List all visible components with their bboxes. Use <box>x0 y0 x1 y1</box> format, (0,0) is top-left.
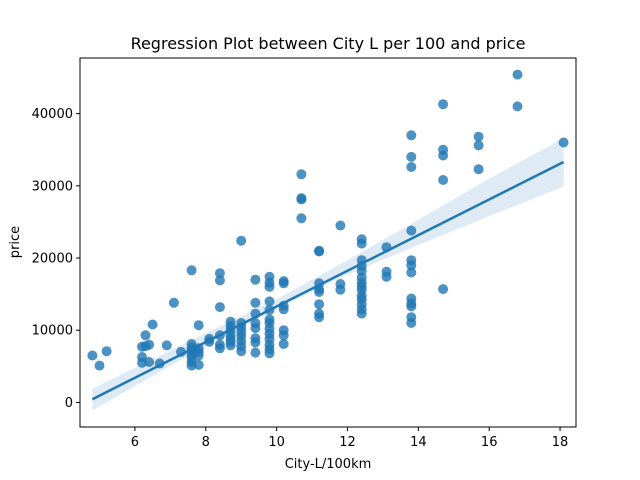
scatter-point <box>314 312 325 323</box>
y-tick-label: 20000 <box>32 252 73 267</box>
scatter-point <box>214 343 225 354</box>
x-tick-label: 14 <box>410 435 427 450</box>
scatter-point <box>236 235 247 246</box>
scatter-point <box>225 340 236 351</box>
scatter-point <box>314 246 325 257</box>
scatter-point <box>147 319 158 330</box>
scatter-point <box>186 265 197 276</box>
scatter-point <box>278 304 289 315</box>
x-tick-label: 18 <box>552 435 569 450</box>
scatter-point <box>335 220 346 231</box>
scatter-point <box>193 359 204 370</box>
scatter-point <box>264 281 275 292</box>
scatter-point <box>473 140 484 151</box>
scatter-point <box>250 274 261 285</box>
scatter-point <box>406 151 417 162</box>
scatter-point <box>193 350 204 361</box>
scatter-point <box>94 360 105 371</box>
scatter-point <box>438 99 449 110</box>
scatter-point <box>168 297 179 308</box>
x-tick-label: 10 <box>268 435 285 450</box>
x-axis-label: City-L/100km <box>285 457 372 472</box>
scatter-point <box>278 330 289 341</box>
y-tick-label: 30000 <box>32 179 73 194</box>
scatter-point <box>250 297 261 308</box>
scatter-point <box>356 308 367 319</box>
scatter-point <box>335 284 346 295</box>
scatter-point <box>406 260 417 271</box>
regression-line-layer <box>91 160 565 401</box>
y-axis-label: price <box>8 226 23 258</box>
x-tick-label: 6 <box>131 435 139 450</box>
scatter-point <box>356 238 367 249</box>
scatter-point <box>236 346 247 357</box>
scatter-point <box>278 278 289 289</box>
scatter-point <box>214 275 225 286</box>
scatter-point <box>250 337 261 348</box>
x-axis-ticks: 6 8 10 12 14 16 18 <box>131 427 569 450</box>
scatter-point <box>406 267 417 278</box>
x-tick-label: 12 <box>339 435 356 450</box>
scatter-point <box>296 213 307 224</box>
scatter-point <box>214 268 225 279</box>
scatter-points-layer <box>87 69 569 371</box>
scatter-point <box>381 271 392 282</box>
scatter-point <box>264 296 275 307</box>
scatter-point <box>438 150 449 161</box>
scatter-point <box>140 330 151 341</box>
scatter-point <box>296 194 307 205</box>
scatter-point <box>87 350 98 361</box>
y-axis-ticks: 0 10000 20000 30000 40000 <box>32 107 80 411</box>
scatter-point <box>473 164 484 175</box>
x-tick-label: 8 <box>202 435 210 450</box>
scatter-point <box>250 347 261 358</box>
scatter-point <box>193 320 204 331</box>
scatter-point <box>144 357 155 367</box>
scatter-point <box>406 301 417 312</box>
scatter-point <box>214 302 225 313</box>
scatter-point <box>512 101 523 112</box>
y-tick-label: 10000 <box>32 324 73 339</box>
scatter-point <box>558 137 569 148</box>
regression-line <box>91 160 565 401</box>
scatter-point <box>314 287 325 297</box>
scatter-point <box>512 69 523 80</box>
y-tick-label: 40000 <box>32 107 73 122</box>
scatter-point <box>406 225 417 236</box>
y-tick-label: 0 <box>65 396 73 411</box>
scatter-point <box>264 348 275 359</box>
scatter-point <box>406 130 417 141</box>
chart-title: Regression Plot between City L per 100 a… <box>131 34 526 53</box>
scatter-point <box>406 318 417 328</box>
scatter-point <box>438 175 449 185</box>
plot-area <box>87 69 569 411</box>
scatter-point <box>101 346 112 357</box>
scatter-point <box>406 162 417 172</box>
scatter-point <box>250 323 261 334</box>
scatter-point <box>144 339 155 350</box>
scatter-point <box>314 299 325 310</box>
scatter-point <box>296 169 307 180</box>
scatter-point <box>278 339 289 349</box>
scatter-point <box>438 284 449 295</box>
x-tick-label: 16 <box>481 435 498 450</box>
scatter-point <box>161 340 172 351</box>
axes-frame <box>79 57 577 428</box>
scatter-point <box>473 131 484 142</box>
